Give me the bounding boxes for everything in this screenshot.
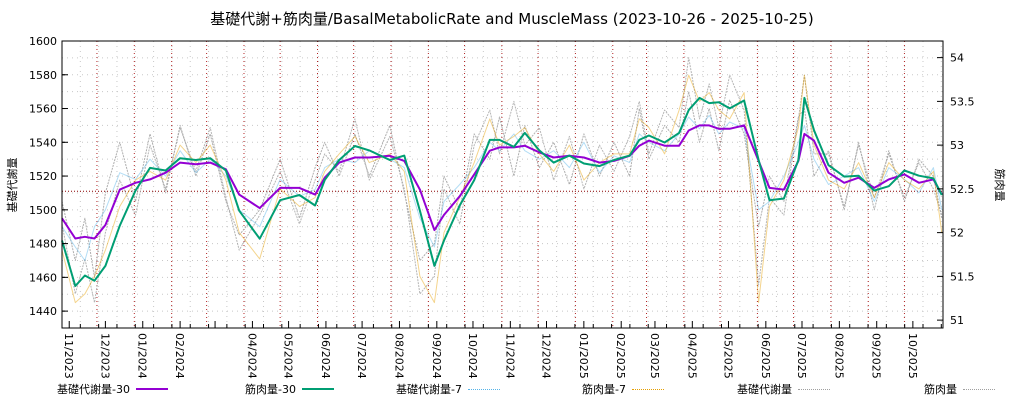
x-tick-label: 02/2024 (173, 333, 186, 379)
y2-tick-label: 54 (950, 52, 964, 65)
x-tick-label: 09/2024 (430, 333, 443, 379)
x-tick-label: 06/2025 (759, 333, 772, 379)
x-tick-label: 07/2024 (355, 333, 368, 379)
legend-label: 筋肉量-7 (582, 383, 626, 396)
legend-item-muscle-7: 筋肉量-7 (582, 381, 664, 397)
legend-label: 筋肉量 (924, 383, 957, 396)
series-line-ma30-right (61, 96, 943, 287)
legend-item-bmr: 基礎代謝量 (737, 381, 830, 397)
x-tick-label: 04/2025 (685, 333, 698, 379)
legend-swatch (135, 388, 168, 390)
x-tick-label: 03/2025 (648, 333, 661, 379)
x-tick-label: 02/2025 (614, 333, 627, 379)
y-tick-label: 1460 (29, 271, 57, 284)
plot-frame (61, 40, 944, 329)
y-tick-label: 1540 (29, 136, 57, 149)
grid (61, 41, 943, 328)
legend-swatch (301, 388, 334, 390)
chart-title: 基礎代謝+筋肉量/BasalMetabolicRate and MuscleMa… (210, 10, 814, 28)
y-tick-label: 1500 (29, 204, 57, 217)
legend-item-muscle-30: 筋肉量-30 (245, 381, 334, 397)
x-tick-label: 07/2025 (795, 333, 808, 379)
series-line-ma7-right (61, 74, 943, 304)
x-tick-label: 08/2025 (832, 333, 845, 379)
y-tick-label: 1440 (29, 305, 57, 318)
y2-tick-label: 52 (950, 227, 964, 240)
legend-label: 基礎代謝量-7 (396, 383, 462, 396)
x-tick-label: 06/2024 (319, 333, 332, 379)
y2-tick-label: 51.5 (950, 270, 975, 283)
y-tick-label: 1600 (29, 35, 57, 48)
legend-label: 基礎代謝量 (737, 383, 792, 396)
y-axis-label: 基礎代謝量 (5, 158, 19, 213)
x-tick-label: 05/2024 (282, 333, 295, 379)
series-line-ma30-left (61, 124, 943, 240)
x-tick-label: 09/2025 (870, 333, 883, 379)
x-tick-label: 05/2025 (721, 333, 734, 379)
legend-item-bmr-7: 基礎代謝量-7 (396, 381, 500, 397)
x-tick-label: 10/2024 (466, 333, 479, 379)
y2-axis-label: 筋肉量 (993, 169, 1007, 202)
legend-swatch (963, 388, 995, 390)
y-tick-label: 1560 (29, 103, 57, 116)
y-tick-label: 1480 (29, 238, 57, 251)
x-tick-label: 08/2024 (392, 333, 405, 379)
series-line-raw-left (61, 91, 943, 278)
y2-tick-label: 53.5 (950, 95, 975, 108)
x-tick-label: 10/2025 (906, 333, 919, 379)
x-tick-label: 12/2023 (98, 333, 111, 379)
y-tick-label: 1520 (29, 170, 57, 183)
x-tick-label: 01/2025 (577, 333, 590, 379)
legend-swatch (798, 388, 830, 390)
x-tick-label: 12/2024 (539, 333, 552, 379)
y2-tick-label: 52.5 (950, 183, 975, 196)
axes: 11/2023 12/2023 01/2024 02/2024 04/2024 05/20… (29, 35, 975, 379)
series-layer (61, 57, 943, 304)
y2-tick-label: 51 (950, 314, 964, 327)
legend-label: 筋肉量-30 (245, 383, 296, 396)
legend-item-muscle: 筋肉量 (924, 381, 995, 397)
legend-item-bmr-30: 基礎代謝量-30 (57, 381, 168, 397)
x-tick-label: 04/2024 (245, 333, 258, 379)
legend-swatch (631, 388, 664, 390)
x-tick-label: 11/2024 (503, 333, 516, 379)
y2-tick-label: 53 (950, 139, 964, 152)
legend-swatch (467, 388, 500, 390)
legend-label: 基礎代謝量-30 (57, 383, 130, 396)
y-tick-label: 1580 (29, 69, 57, 82)
x-tick-label: 11/2023 (62, 333, 75, 379)
x-tick-label: 01/2024 (136, 333, 149, 379)
